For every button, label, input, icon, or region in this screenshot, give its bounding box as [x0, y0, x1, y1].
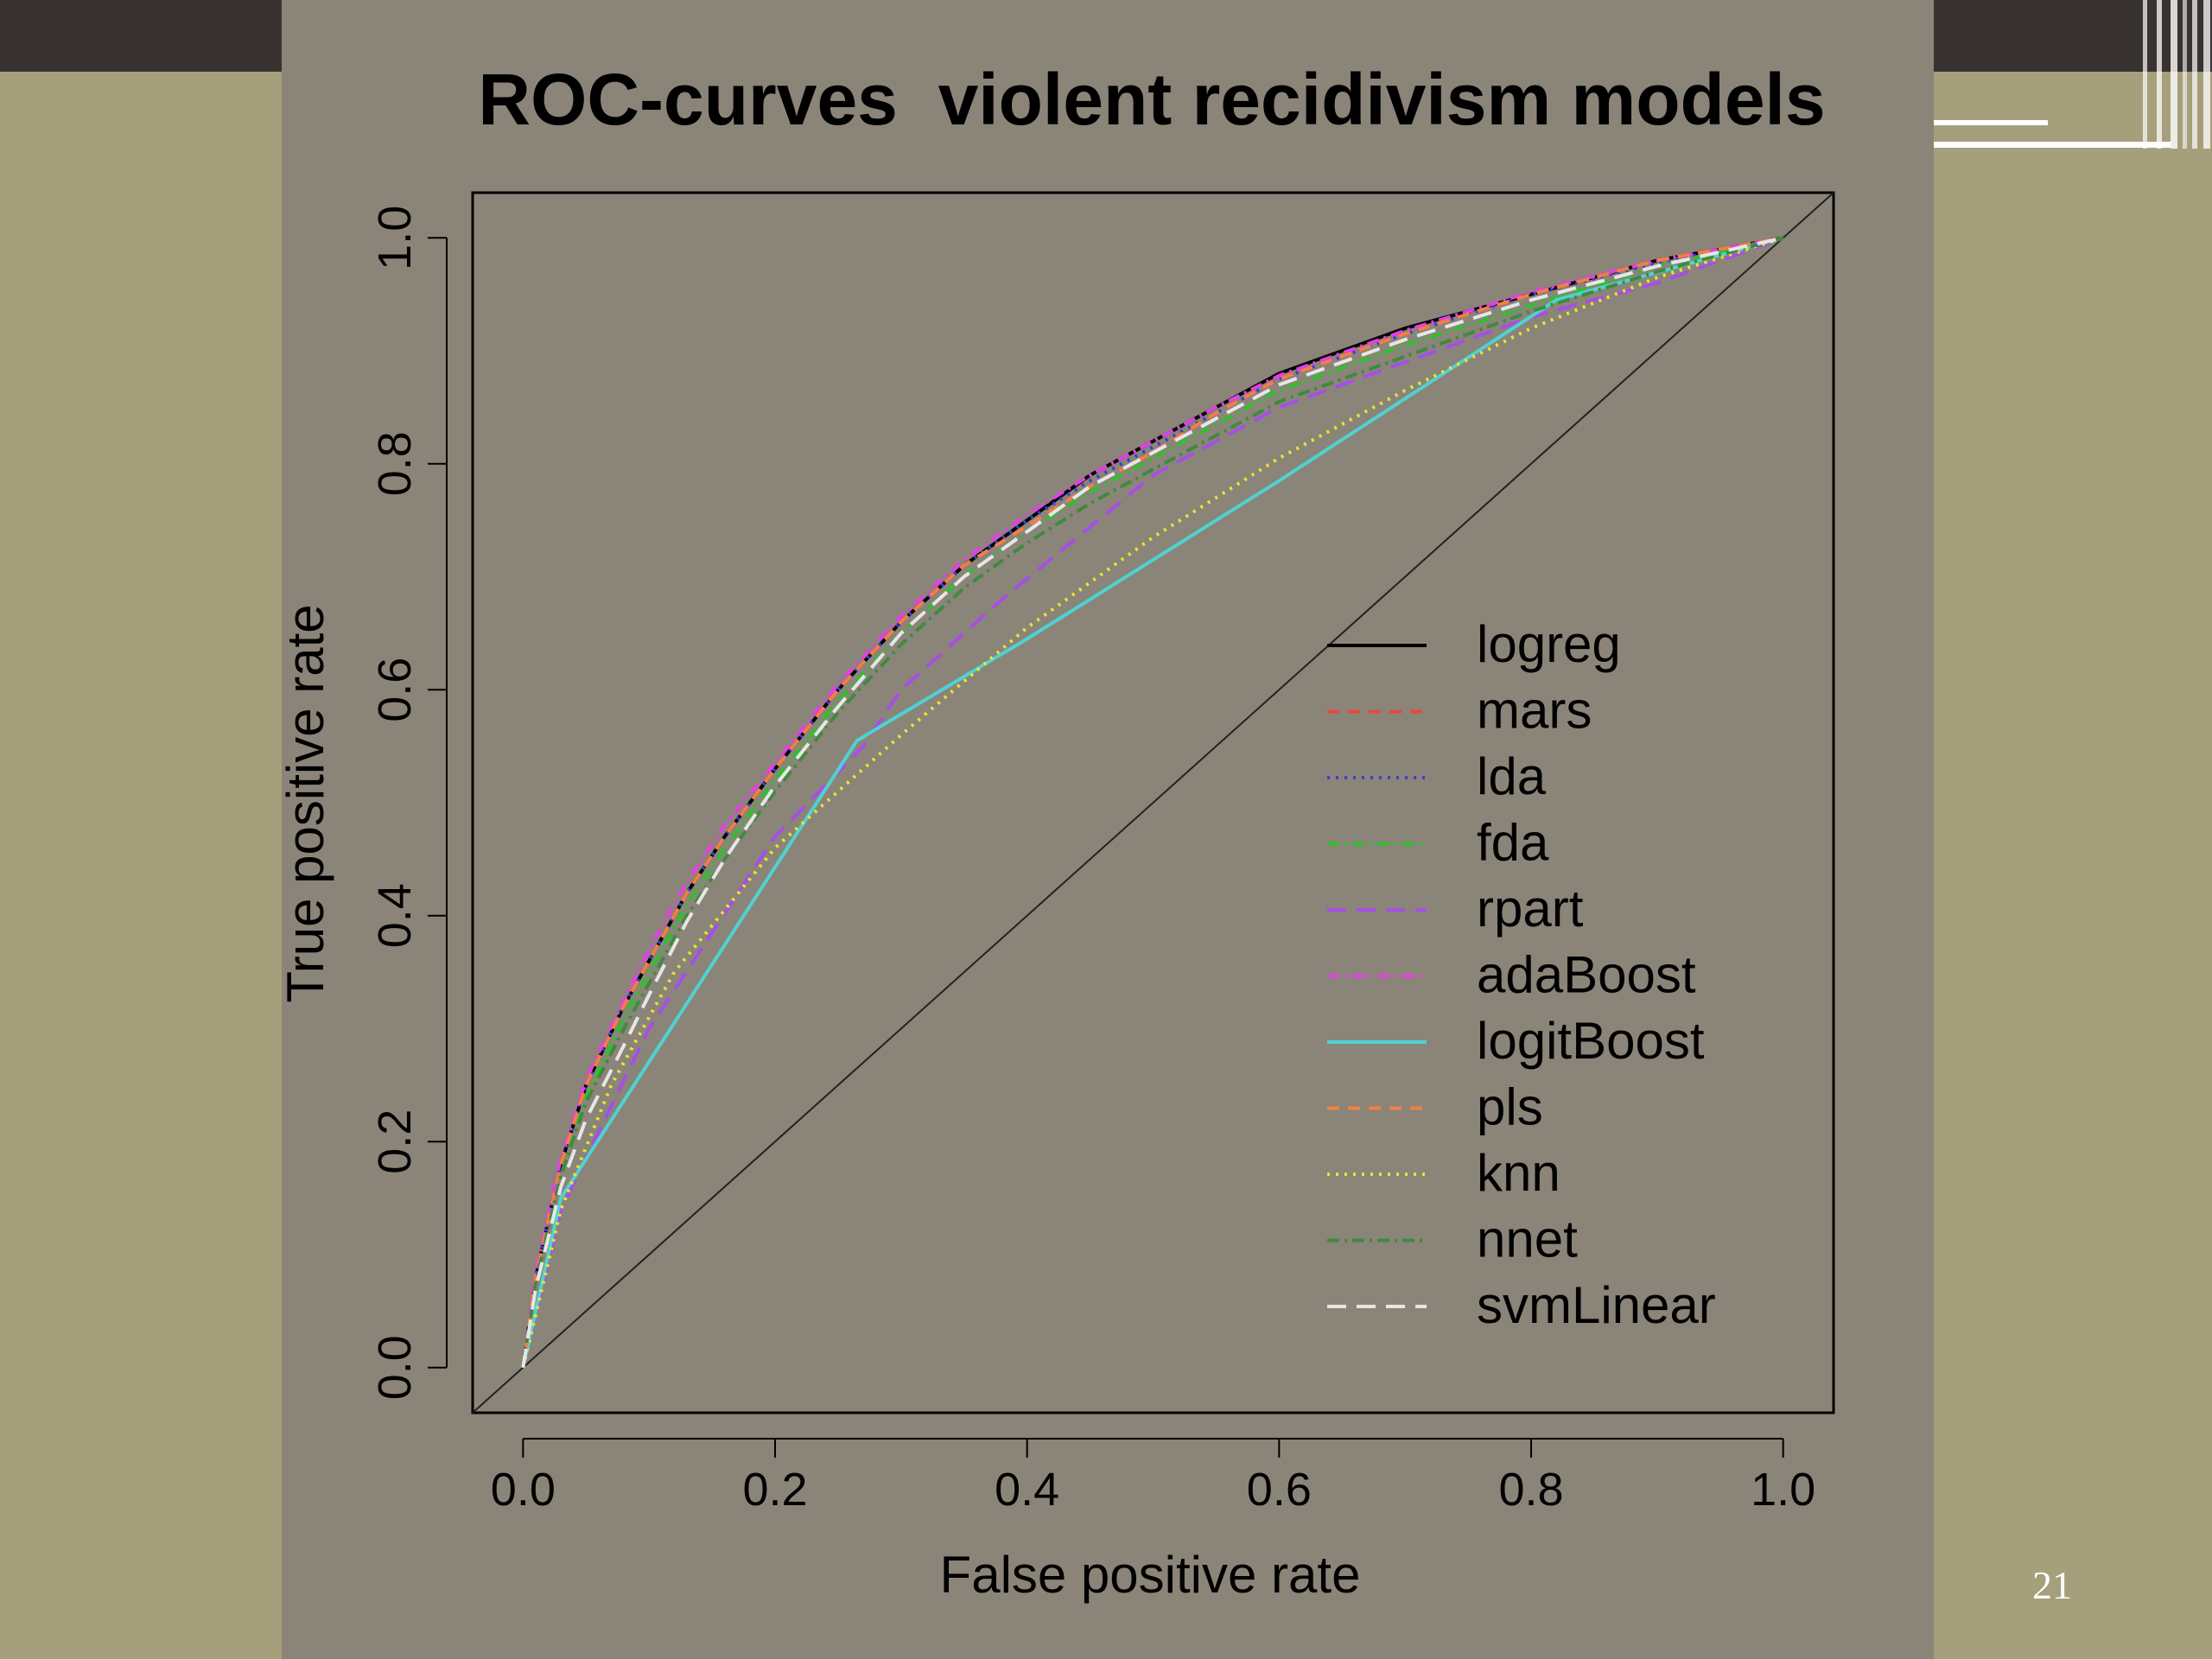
legend: logreg mars lda fda rpart adaBoost logitBoost p… — [1327, 615, 1716, 1334]
x-tick-label: 0.8 — [1498, 1464, 1563, 1516]
decorative-lines — [1932, 0, 2210, 149]
series-line-adaBoost — [521, 236, 1784, 1368]
legend-label-adaBoost: adaBoost — [1477, 946, 1696, 1004]
legend-label-mars: mars — [1477, 682, 1592, 740]
deco-line-long — [1932, 142, 2171, 148]
chart-panel: ROC-curves violent recidivism models 0.0… — [282, 0, 1934, 1659]
chart-title: ROC-curves violent recidivism models — [478, 59, 1825, 140]
series-line-nnet — [521, 236, 1784, 1368]
y-tick-label: 0.4 — [369, 883, 421, 948]
x-tick-label: 0.6 — [1247, 1464, 1312, 1516]
deco-stripe — [2203, 0, 2210, 149]
plot-frame — [471, 191, 1835, 1414]
y-tick-label: 0.6 — [369, 658, 421, 722]
deco-line-short — [1932, 120, 2048, 125]
x-tick-label: 0.2 — [742, 1464, 807, 1516]
legend-label-logreg: logreg — [1477, 615, 1621, 673]
y-tick-label: 0.2 — [369, 1109, 421, 1174]
deco-stripe — [2183, 0, 2187, 149]
roc-chart: ROC-curves violent recidivism models 0.0… — [282, 59, 1835, 1604]
series-line-pls — [521, 236, 1784, 1368]
deco-stripe — [2171, 0, 2177, 149]
x-tick-label: 1.0 — [1751, 1464, 1815, 1516]
x-axis: 0.0 0.2 0.4 0.6 0.8 1.0 — [491, 1438, 1815, 1516]
legend-label-logitBoost: logitBoost — [1477, 1012, 1705, 1070]
legend-label-pls: pls — [1477, 1078, 1543, 1136]
legend-label-lda: lda — [1477, 747, 1547, 805]
y-axis-label: True positive rate — [282, 604, 334, 1002]
series-layer — [521, 236, 1784, 1369]
y-tick-label: 0.8 — [369, 431, 421, 496]
slide-number: 21 — [2032, 1563, 2072, 1607]
y-axis: 0.0 0.2 0.4 0.6 0.8 1.0 — [369, 206, 448, 1400]
series-line-svmLinear — [521, 236, 1784, 1369]
legend-label-fda: fda — [1477, 814, 1549, 872]
series-line-logitBoost — [521, 236, 1784, 1369]
deco-stripe — [2192, 0, 2197, 149]
y-tick-label: 0.0 — [369, 1335, 421, 1400]
x-tick-label: 0.4 — [995, 1464, 1059, 1516]
x-axis-label: False positive rate — [940, 1546, 1361, 1604]
y-tick-label: 1.0 — [369, 206, 421, 270]
legend-label-rpart: rpart — [1477, 880, 1584, 938]
legend-label-svmLinear: svmLinear — [1477, 1276, 1716, 1334]
reference-diagonal — [472, 192, 1834, 1414]
deco-stripe — [2157, 0, 2162, 149]
legend-label-nnet: nnet — [1477, 1211, 1578, 1268]
x-tick-label: 0.0 — [491, 1464, 556, 1516]
deco-stripe — [2143, 0, 2147, 149]
legend-label-knn: knn — [1477, 1144, 1560, 1202]
series-line-fda — [521, 236, 1784, 1368]
